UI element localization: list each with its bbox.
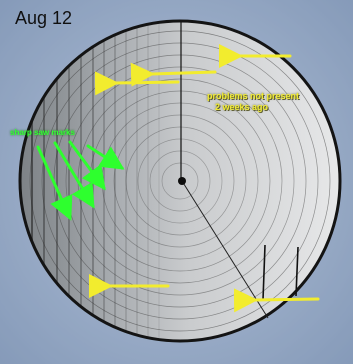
green-arrow-3	[68, 140, 106, 191]
green-arrow-2	[53, 141, 95, 209]
streak-left	[262, 244, 266, 301]
green-arrow-1	[36, 145, 73, 221]
green-arrows	[36, 140, 125, 221]
problems-annotation: problems not present 2 weeks ago	[207, 91, 299, 113]
green-arrow-4	[86, 144, 125, 170]
concentric-rings	[29, 30, 331, 332]
saw-marks-annotation: sharp saw marks	[10, 128, 75, 137]
yellow-arrow-lower-right	[233, 288, 320, 313]
yellow-arrow-upper	[130, 62, 217, 87]
center-hole	[178, 177, 186, 185]
date-label: Aug 12	[15, 8, 73, 28]
disc-rim	[18, 19, 342, 343]
problems-annotation-line1: problems not present	[207, 91, 300, 101]
yellow-arrow-middle	[94, 71, 180, 96]
streak-right	[295, 246, 299, 297]
yellow-arrows	[89, 44, 320, 313]
problems-annotation-line2: 2 weeks ago	[215, 102, 269, 112]
